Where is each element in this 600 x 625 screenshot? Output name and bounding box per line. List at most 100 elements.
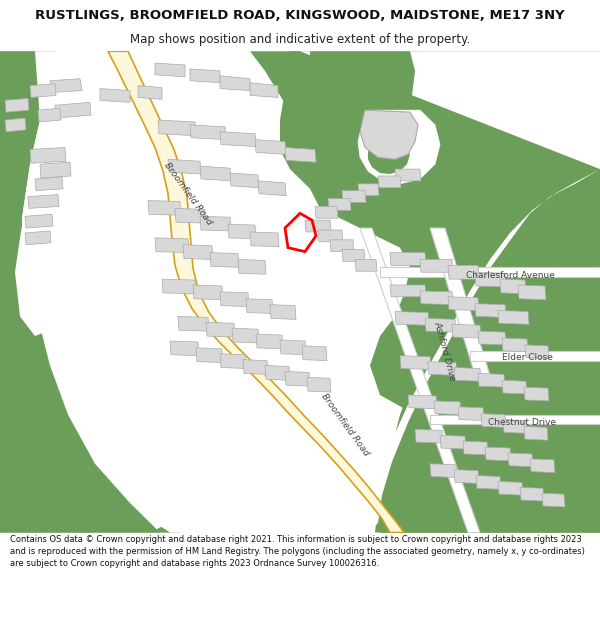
Polygon shape [425, 318, 456, 332]
Polygon shape [220, 292, 249, 307]
Polygon shape [415, 429, 443, 443]
Polygon shape [138, 86, 162, 99]
Polygon shape [498, 311, 529, 324]
Polygon shape [190, 69, 220, 82]
Polygon shape [0, 51, 180, 532]
Polygon shape [475, 272, 506, 287]
Polygon shape [35, 177, 63, 191]
Polygon shape [420, 291, 453, 304]
Polygon shape [470, 351, 600, 361]
Polygon shape [170, 341, 199, 356]
Polygon shape [520, 488, 544, 501]
Polygon shape [230, 51, 430, 139]
Text: Broomfield Road: Broomfield Road [163, 161, 214, 227]
Polygon shape [390, 253, 426, 266]
Polygon shape [50, 79, 82, 92]
Polygon shape [315, 206, 338, 218]
Polygon shape [100, 89, 130, 102]
Polygon shape [300, 51, 600, 532]
Polygon shape [307, 51, 415, 169]
Polygon shape [285, 148, 316, 162]
Text: Map shows position and indicative extent of the property.: Map shows position and indicative extent… [130, 34, 470, 46]
Text: Broomfield Road: Broomfield Road [319, 391, 371, 458]
Polygon shape [246, 299, 273, 314]
Polygon shape [395, 169, 421, 181]
Polygon shape [238, 259, 266, 274]
Polygon shape [430, 414, 600, 424]
Polygon shape [28, 194, 59, 208]
Polygon shape [183, 245, 213, 259]
Polygon shape [358, 110, 440, 184]
Polygon shape [330, 51, 600, 532]
Polygon shape [20, 51, 600, 532]
Polygon shape [408, 395, 437, 409]
Polygon shape [206, 322, 235, 337]
Polygon shape [498, 481, 523, 495]
Polygon shape [168, 159, 201, 174]
Polygon shape [476, 476, 501, 489]
Polygon shape [193, 285, 223, 300]
Polygon shape [485, 447, 511, 461]
Polygon shape [360, 110, 418, 159]
Polygon shape [525, 345, 549, 359]
Polygon shape [30, 84, 56, 98]
Polygon shape [502, 338, 528, 352]
Polygon shape [478, 331, 506, 345]
Polygon shape [502, 380, 527, 394]
Polygon shape [155, 63, 185, 77]
Polygon shape [378, 176, 401, 187]
Polygon shape [448, 297, 479, 311]
Polygon shape [503, 419, 527, 433]
Polygon shape [440, 435, 466, 449]
Polygon shape [220, 132, 256, 146]
Polygon shape [434, 401, 461, 414]
Polygon shape [318, 230, 343, 242]
Polygon shape [454, 368, 481, 381]
Text: Chestnut Drive: Chestnut Drive [488, 418, 556, 427]
Polygon shape [250, 82, 278, 98]
Polygon shape [200, 216, 231, 231]
Polygon shape [5, 98, 29, 112]
Polygon shape [258, 181, 286, 196]
Polygon shape [481, 414, 506, 428]
Polygon shape [148, 201, 181, 215]
Polygon shape [232, 328, 259, 343]
Polygon shape [228, 224, 256, 239]
Polygon shape [508, 453, 533, 467]
Polygon shape [320, 51, 600, 532]
Polygon shape [340, 51, 600, 532]
Polygon shape [55, 102, 91, 118]
Polygon shape [430, 464, 457, 478]
Polygon shape [452, 324, 481, 338]
Polygon shape [358, 184, 379, 196]
Polygon shape [15, 208, 100, 336]
Polygon shape [360, 228, 480, 532]
Polygon shape [430, 228, 490, 376]
Text: Ashford Drive: Ashford Drive [433, 320, 457, 382]
Polygon shape [478, 373, 505, 387]
Polygon shape [500, 279, 526, 294]
Polygon shape [220, 354, 246, 369]
Polygon shape [342, 249, 365, 261]
Polygon shape [108, 51, 404, 532]
Polygon shape [342, 191, 366, 202]
Text: RUSTLINGS, BROOMFIELD ROAD, KINGSWOOD, MAIDSTONE, ME17 3NY: RUSTLINGS, BROOMFIELD ROAD, KINGSWOOD, M… [35, 9, 565, 22]
Polygon shape [302, 346, 327, 361]
Polygon shape [328, 199, 351, 211]
Polygon shape [162, 279, 196, 294]
Polygon shape [330, 240, 354, 252]
Polygon shape [250, 232, 279, 247]
Polygon shape [475, 304, 506, 318]
Polygon shape [38, 108, 61, 122]
Polygon shape [524, 426, 548, 440]
Polygon shape [390, 285, 426, 297]
Polygon shape [243, 359, 268, 374]
Polygon shape [530, 459, 555, 472]
Polygon shape [524, 387, 549, 401]
Polygon shape [518, 285, 546, 300]
Polygon shape [25, 231, 51, 245]
Polygon shape [0, 51, 180, 532]
Polygon shape [175, 208, 206, 223]
Polygon shape [230, 173, 259, 188]
Polygon shape [210, 253, 239, 268]
